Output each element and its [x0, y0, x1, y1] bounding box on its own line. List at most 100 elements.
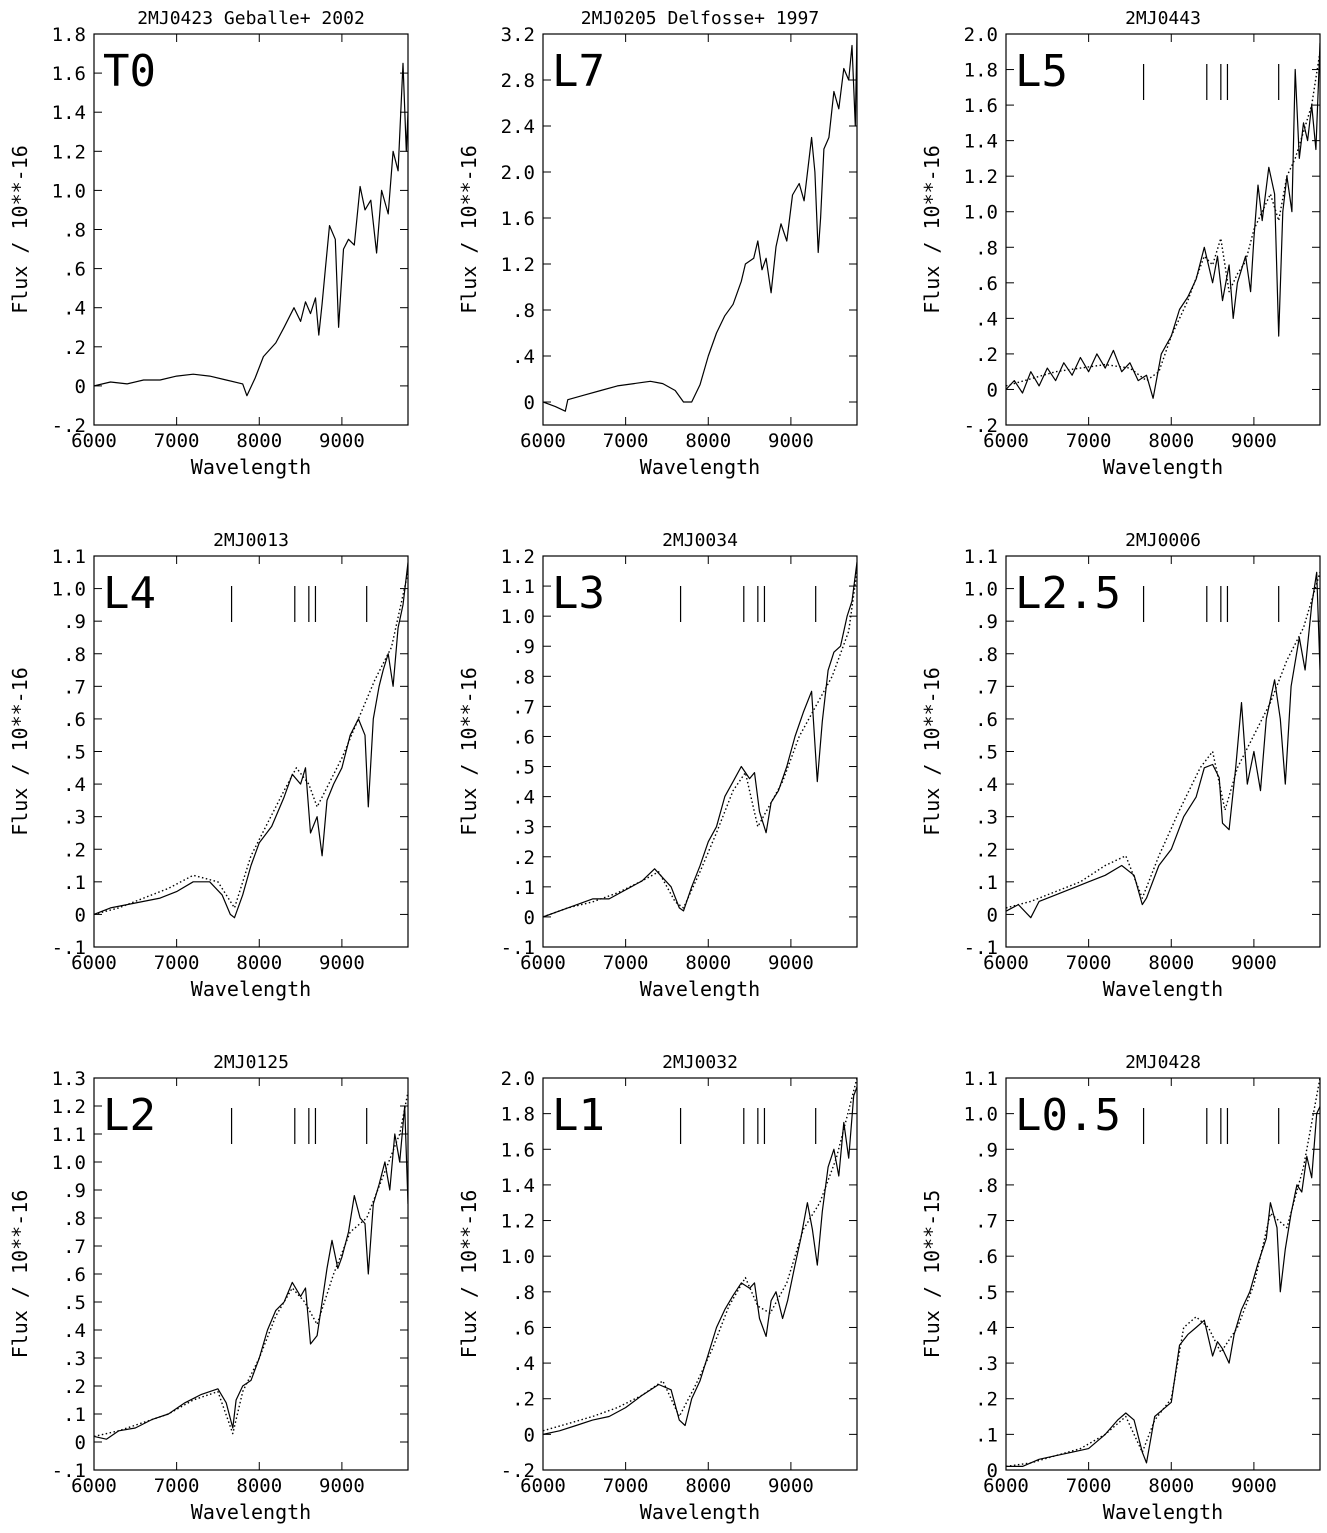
y-tick-label: .6	[975, 273, 998, 295]
x-tick-label: 6000	[520, 952, 566, 974]
x-tick-label: 7000	[603, 952, 649, 974]
x-tick-label: 8000	[236, 952, 282, 974]
x-tick-label: 8000	[1148, 952, 1194, 974]
y-tick-label: .4	[63, 1320, 86, 1342]
y-tick-label: .4	[512, 346, 535, 368]
x-tick-label: 7000	[603, 1475, 649, 1497]
plot-frame	[542, 1077, 858, 1471]
y-tick-label: -.2	[52, 415, 86, 437]
y-tick-label: 0	[987, 904, 998, 926]
x-tick-label: 8000	[685, 952, 731, 974]
y-tick-label: 0	[987, 1460, 998, 1482]
y-tick-label: .1	[63, 1404, 86, 1426]
y-tick-label: .1	[975, 872, 998, 894]
y-tick-label: 1.0	[52, 180, 86, 202]
y-tick-label: .3	[63, 807, 86, 829]
y-tick-label: 0	[987, 379, 998, 401]
spectral-type-label: L5	[1015, 46, 1068, 97]
y-tick-label: .6	[63, 259, 86, 281]
y-tick-label: -.2	[501, 1460, 535, 1482]
y-tick-label: 1.2	[52, 141, 86, 163]
y-tick-label: .4	[63, 774, 86, 796]
y-tick-label: .4	[975, 1317, 998, 1339]
y-tick-label: .6	[512, 726, 535, 748]
x-tick-label: 6000	[520, 1475, 566, 1497]
x-axis-title: Wavelength	[1103, 977, 1223, 1001]
x-tick-label: 9000	[319, 430, 365, 452]
plot-frame	[1005, 33, 1321, 426]
y-tick-label: .1	[63, 872, 86, 894]
y-tick-label: 1.0	[964, 1104, 998, 1126]
y-axis-title: Flux / 10**-16	[457, 145, 481, 314]
x-tick-label: 7000	[154, 1475, 200, 1497]
y-tick-label: .6	[63, 1264, 86, 1286]
y-tick-label: 1.4	[501, 1175, 535, 1197]
y-tick-label: .6	[63, 709, 86, 731]
y-tick-label: 0	[75, 904, 86, 926]
panel-title: 2MJ0013	[213, 530, 289, 551]
template-spectrum-line	[1006, 51, 1320, 387]
x-axis-title: Wavelength	[640, 977, 760, 1001]
y-tick-label: 1.0	[964, 579, 998, 601]
y-tick-label: .8	[975, 644, 998, 666]
template-spectrum-line	[1006, 572, 1320, 909]
y-tick-label: .9	[975, 1139, 998, 1161]
x-tick-label: 7000	[603, 430, 649, 452]
spectral-type-label: L2	[103, 1090, 156, 1141]
y-tick-label: -.2	[964, 415, 998, 437]
x-tick-label: 7000	[154, 952, 200, 974]
y-tick-label: .9	[63, 1180, 86, 1202]
panel-title: 2MJ0428	[1125, 1052, 1201, 1073]
y-tick-label: 0	[524, 1424, 535, 1446]
y-tick-label: .8	[512, 300, 535, 322]
y-tick-label: .4	[975, 308, 998, 330]
y-tick-label: 1.1	[52, 546, 86, 568]
panel-title: 2MJ0006	[1125, 530, 1201, 551]
y-tick-label: 1.8	[52, 24, 86, 46]
x-tick-label: 9000	[1231, 430, 1277, 452]
x-tick-label: 9000	[319, 1475, 365, 1497]
panel-7: 2MJ0125 6000 7000 8000 9000 -.1 0 .1 .2 .3 .4 .5 .6.…	[8, 1052, 409, 1524]
y-tick-label: .2	[975, 1389, 998, 1411]
y-tick-label: .3	[975, 1353, 998, 1375]
y-tick-label: 1.3	[52, 1068, 86, 1090]
y-tick-label: 1.2	[501, 1211, 535, 1233]
spectral-type-label: L1	[552, 1090, 605, 1141]
x-tick-label: 8000	[1148, 1475, 1194, 1497]
y-tick-label: 0	[75, 1432, 86, 1454]
y-tick-label: .3	[975, 807, 998, 829]
y-tick-label: .5	[63, 742, 86, 764]
y-tick-label: 2.8	[501, 70, 535, 92]
x-tick-label: 9000	[1231, 1475, 1277, 1497]
y-tick-label: .4	[512, 1353, 535, 1375]
x-tick-label: 6000	[983, 430, 1029, 452]
y-tick-label: .1	[975, 1424, 998, 1446]
y-tick-label: 1.6	[501, 1139, 535, 1161]
template-spectrum-line	[94, 1091, 408, 1438]
y-tick-label: 3.2	[501, 24, 535, 46]
y-tick-label: 1.2	[501, 546, 535, 568]
x-tick-label: 8000	[685, 430, 731, 452]
panel-title: 2MJ0205 Delfosse+ 1997	[581, 8, 819, 29]
observed-spectrum-line	[543, 561, 857, 918]
y-axis-title: Flux / 10**-16	[920, 145, 944, 314]
y-tick-label: 0	[524, 392, 535, 414]
y-tick-label: .3	[512, 817, 535, 839]
panel-8: 2MJ0032 6000 7000 8000 9000 -.2 0 .2 .4 .6 .8 1.0 1.…	[457, 1052, 858, 1524]
y-tick-label: .2	[975, 839, 998, 861]
x-axis-title: Wavelength	[191, 1500, 311, 1524]
panel-title: 2MJ0032	[662, 1052, 738, 1073]
y-tick-label: .9	[512, 636, 535, 658]
y-tick-label: 1.1	[964, 1068, 998, 1090]
observed-spectrum-line	[94, 62, 408, 397]
spectral-type-label: L2.5	[1015, 568, 1121, 619]
x-tick-label: 8000	[685, 1475, 731, 1497]
y-tick-label: .2	[63, 337, 86, 359]
y-tick-label: 0	[75, 376, 86, 398]
x-axis-title: Wavelength	[1103, 1500, 1223, 1524]
y-tick-label: .2	[512, 847, 535, 869]
x-tick-label: 9000	[768, 430, 814, 452]
template-spectrum-line	[543, 1078, 857, 1432]
y-tick-label: .4	[512, 787, 535, 809]
